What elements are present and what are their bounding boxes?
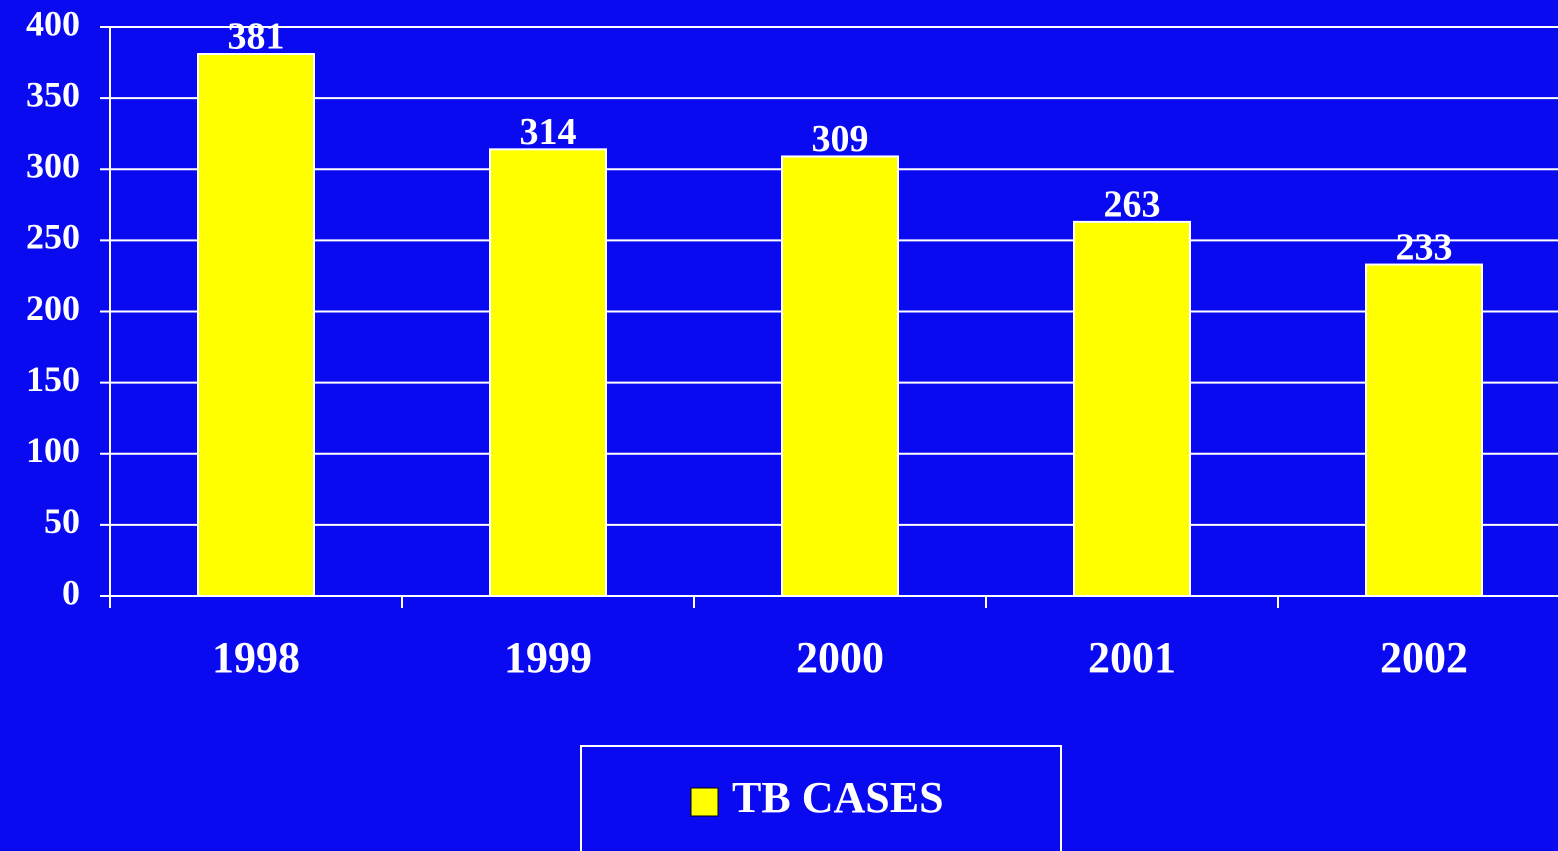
data-label: 263	[1104, 184, 1161, 226]
bar	[197, 53, 315, 597]
y-tick-label: 400	[26, 3, 80, 43]
bar	[1073, 220, 1191, 597]
x-tick-label: 1999	[504, 633, 592, 682]
bar	[781, 155, 899, 597]
data-label: 309	[812, 118, 869, 160]
x-tick-label: 2001	[1088, 633, 1176, 682]
legend-label: TB CASES	[732, 773, 944, 822]
y-tick-label: 250	[26, 217, 80, 257]
x-tick-label: 2002	[1380, 633, 1468, 682]
legend-box	[580, 745, 1062, 851]
bar	[489, 148, 607, 598]
x-tick-label: 2000	[796, 633, 884, 682]
bar	[1365, 263, 1483, 597]
data-label: 314	[520, 111, 577, 153]
y-tick-label: 350	[26, 74, 80, 114]
y-tick-label: 300	[26, 146, 80, 186]
y-tick-label: 50	[44, 501, 80, 541]
legend-swatch	[690, 787, 719, 817]
y-tick-label: 200	[26, 288, 80, 328]
data-label: 381	[228, 16, 285, 58]
y-tick-label: 0	[62, 572, 80, 612]
data-label: 233	[1396, 226, 1453, 268]
y-tick-label: 150	[26, 359, 80, 399]
x-tick-label: 1998	[212, 633, 300, 682]
y-tick-label: 100	[26, 430, 80, 470]
